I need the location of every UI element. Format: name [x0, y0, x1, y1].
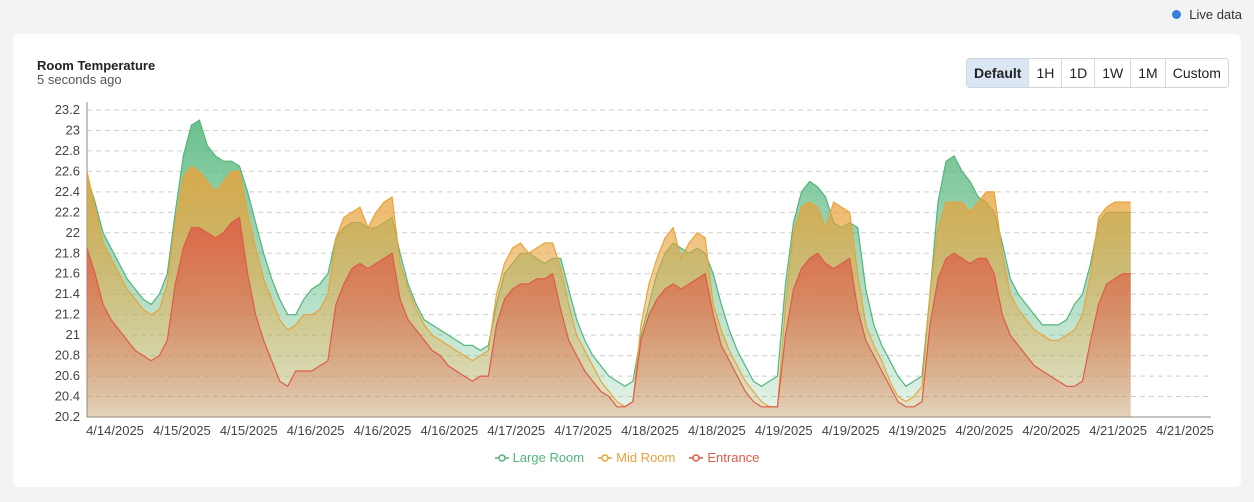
y-tick-label: 23.2	[55, 102, 80, 117]
legend-item-entrance[interactable]: Entrance	[689, 450, 759, 465]
legend-item-mid-room[interactable]: Mid Room	[598, 450, 675, 465]
y-tick-label: 22.2	[55, 204, 80, 219]
y-tick-label: 21.2	[55, 307, 80, 322]
y-tick-label: 22.6	[55, 163, 80, 178]
y-tick-label: 21	[66, 327, 80, 342]
y-tick-label: 20.8	[55, 348, 80, 363]
temperature-area-chart: 20.2 20.4 20.6 20.8 21 21.2 21.4 21.6 21.8 22 22.2…	[55, 102, 1214, 438]
chart-title: Room Temperature	[37, 58, 156, 73]
x-tick-label: 4/16/2025	[420, 423, 478, 438]
y-tick-label: 20.4	[55, 389, 80, 404]
legend-label: Entrance	[707, 450, 760, 465]
range-button-1d[interactable]: 1D	[1061, 59, 1095, 87]
legend-label: Mid Room	[616, 450, 676, 465]
range-button-1w[interactable]: 1W	[1094, 59, 1131, 87]
series-line-mid-room	[86, 165, 1131, 408]
y-tick-label: 23	[66, 122, 80, 137]
y-tick-label: 22	[66, 225, 80, 240]
x-tick-label: 4/15/2025	[220, 423, 278, 438]
live-data-indicator: Live data	[1172, 7, 1242, 22]
y-tick-label: 22.4	[55, 184, 80, 199]
legend-item-large-room[interactable]: Large Room	[494, 450, 585, 465]
x-tick-label: 4/14/2025	[86, 423, 144, 438]
chart-legend: Large Room Mid Room Entrance	[13, 450, 1241, 465]
legend-marker-icon	[598, 453, 613, 462]
y-tick-label: 20.2	[55, 409, 80, 424]
x-tick-label: 4/16/2025	[354, 423, 412, 438]
y-tick-label: 21.8	[55, 245, 80, 260]
x-tick-label: 4/18/2025	[621, 423, 679, 438]
live-status-dot-icon	[1172, 10, 1182, 19]
x-tick-label: 4/19/2025	[755, 423, 813, 438]
x-tick-label: 4/15/2025	[153, 423, 211, 438]
y-tick-label: 22.8	[55, 143, 80, 158]
x-tick-label: 4/16/2025	[287, 423, 345, 438]
x-tick-label: 4/20/2025	[955, 423, 1013, 438]
y-tick-label: 21.6	[55, 266, 80, 281]
series-line-entrance	[86, 216, 1131, 408]
legend-label: Large Room	[512, 450, 585, 465]
x-tick-label: 4/19/2025	[822, 423, 880, 438]
y-tick-label: 21.4	[55, 286, 80, 301]
x-tick-label: 4/18/2025	[688, 423, 746, 438]
x-tick-label: 4/21/2025	[1156, 423, 1214, 438]
chart-card: Room Temperature 5 seconds ago Default 1…	[13, 34, 1241, 487]
series-line-large-room	[86, 119, 1131, 388]
y-tick-label: 20.6	[55, 368, 80, 383]
time-range-selector: Default 1H 1D 1W 1M Custom	[966, 58, 1229, 88]
series-area-entrance	[87, 217, 1131, 417]
legend-marker-icon	[689, 453, 704, 462]
x-tick-label: 4/17/2025	[554, 423, 612, 438]
range-button-custom[interactable]: Custom	[1164, 59, 1228, 87]
live-data-label: Live data	[1189, 7, 1242, 22]
range-button-default[interactable]: Default	[967, 59, 1029, 87]
legend-marker-icon	[494, 453, 509, 462]
x-tick-label: 4/20/2025	[1022, 423, 1080, 438]
last-updated-text: 5 seconds ago	[37, 72, 122, 87]
x-tick-label: 4/19/2025	[889, 423, 947, 438]
range-button-1h[interactable]: 1H	[1028, 59, 1062, 87]
range-button-1m[interactable]: 1M	[1130, 59, 1165, 87]
x-tick-label: 4/17/2025	[487, 423, 545, 438]
x-tick-label: 4/21/2025	[1089, 423, 1147, 438]
